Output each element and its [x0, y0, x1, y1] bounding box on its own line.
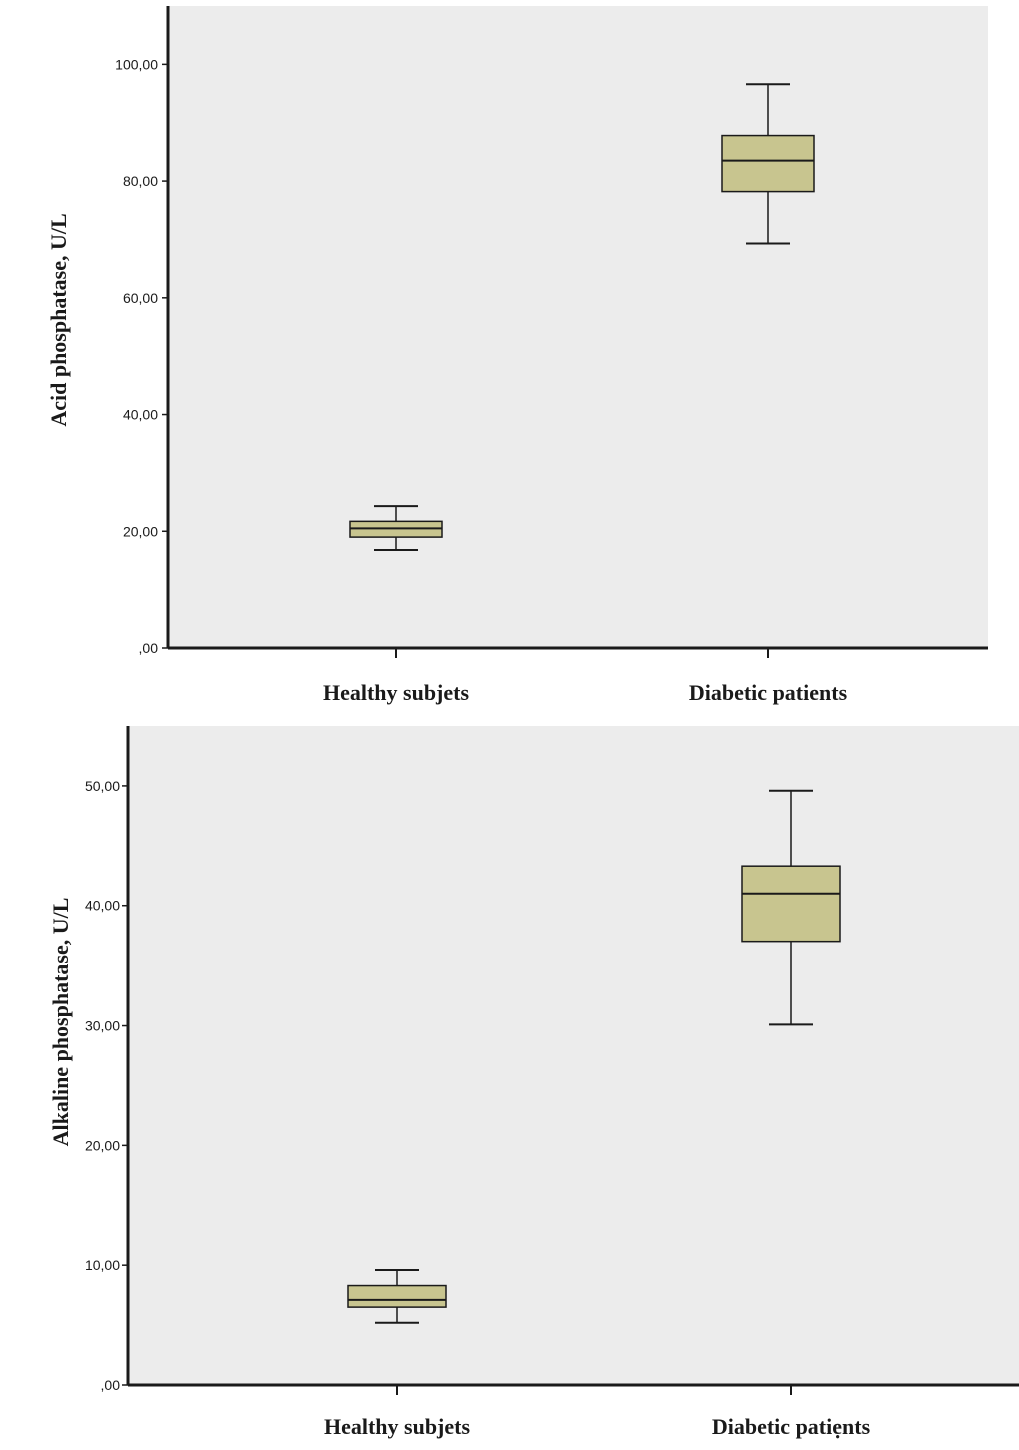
- plot-background: [168, 6, 988, 648]
- y-axis-title: Alkaline phosphatase, U/L: [48, 898, 73, 1147]
- y-tick-label: 50,00: [85, 778, 120, 794]
- y-tick-label: 100,00: [115, 56, 158, 72]
- y-tick-label: ,00: [139, 640, 159, 656]
- y-tick-label: 40,00: [123, 407, 158, 423]
- y-tick-label: 40,00: [85, 898, 120, 914]
- y-tick-label: 80,00: [123, 173, 158, 189]
- iqr-box: [347, 1284, 447, 1308]
- y-tick-label: 10,00: [85, 1257, 120, 1273]
- acid-phosphatase-chart: ,00 20,00 40,00 60,00 80,00 100,00 Acid phosph…: [0, 0, 1019, 722]
- iqr-box: [741, 865, 841, 943]
- alkaline-phosphatase-svg: ,00 10,00 20,00 30,00 40,00 50,00 Alkaline pho…: [48, 726, 1019, 1439]
- alkaline-phosphatase-chart: ,00 10,00 20,00 30,00 40,00 50,00 Alkaline pho…: [0, 722, 1019, 1450]
- y-tick-label: 20,00: [123, 523, 158, 539]
- category-label: Healthy subjets: [324, 1414, 471, 1439]
- category-label: Diabetic patients: [689, 680, 848, 705]
- category-label: Healthy subjets: [323, 680, 470, 705]
- y-tick-label: 30,00: [85, 1018, 120, 1034]
- plot-background: [128, 726, 1019, 1385]
- iqr-box: [721, 134, 815, 193]
- category-label: Diabetic patiẹnts: [712, 1414, 871, 1439]
- y-axis-title: Acid phosphatase, U/L: [46, 213, 71, 426]
- y-tick-label: 20,00: [85, 1137, 120, 1153]
- acid-phosphatase-svg: ,00 20,00 40,00 60,00 80,00 100,00 Acid phosph…: [46, 6, 988, 705]
- y-tick-label: ,00: [101, 1377, 121, 1393]
- y-tick-label: 60,00: [123, 290, 158, 306]
